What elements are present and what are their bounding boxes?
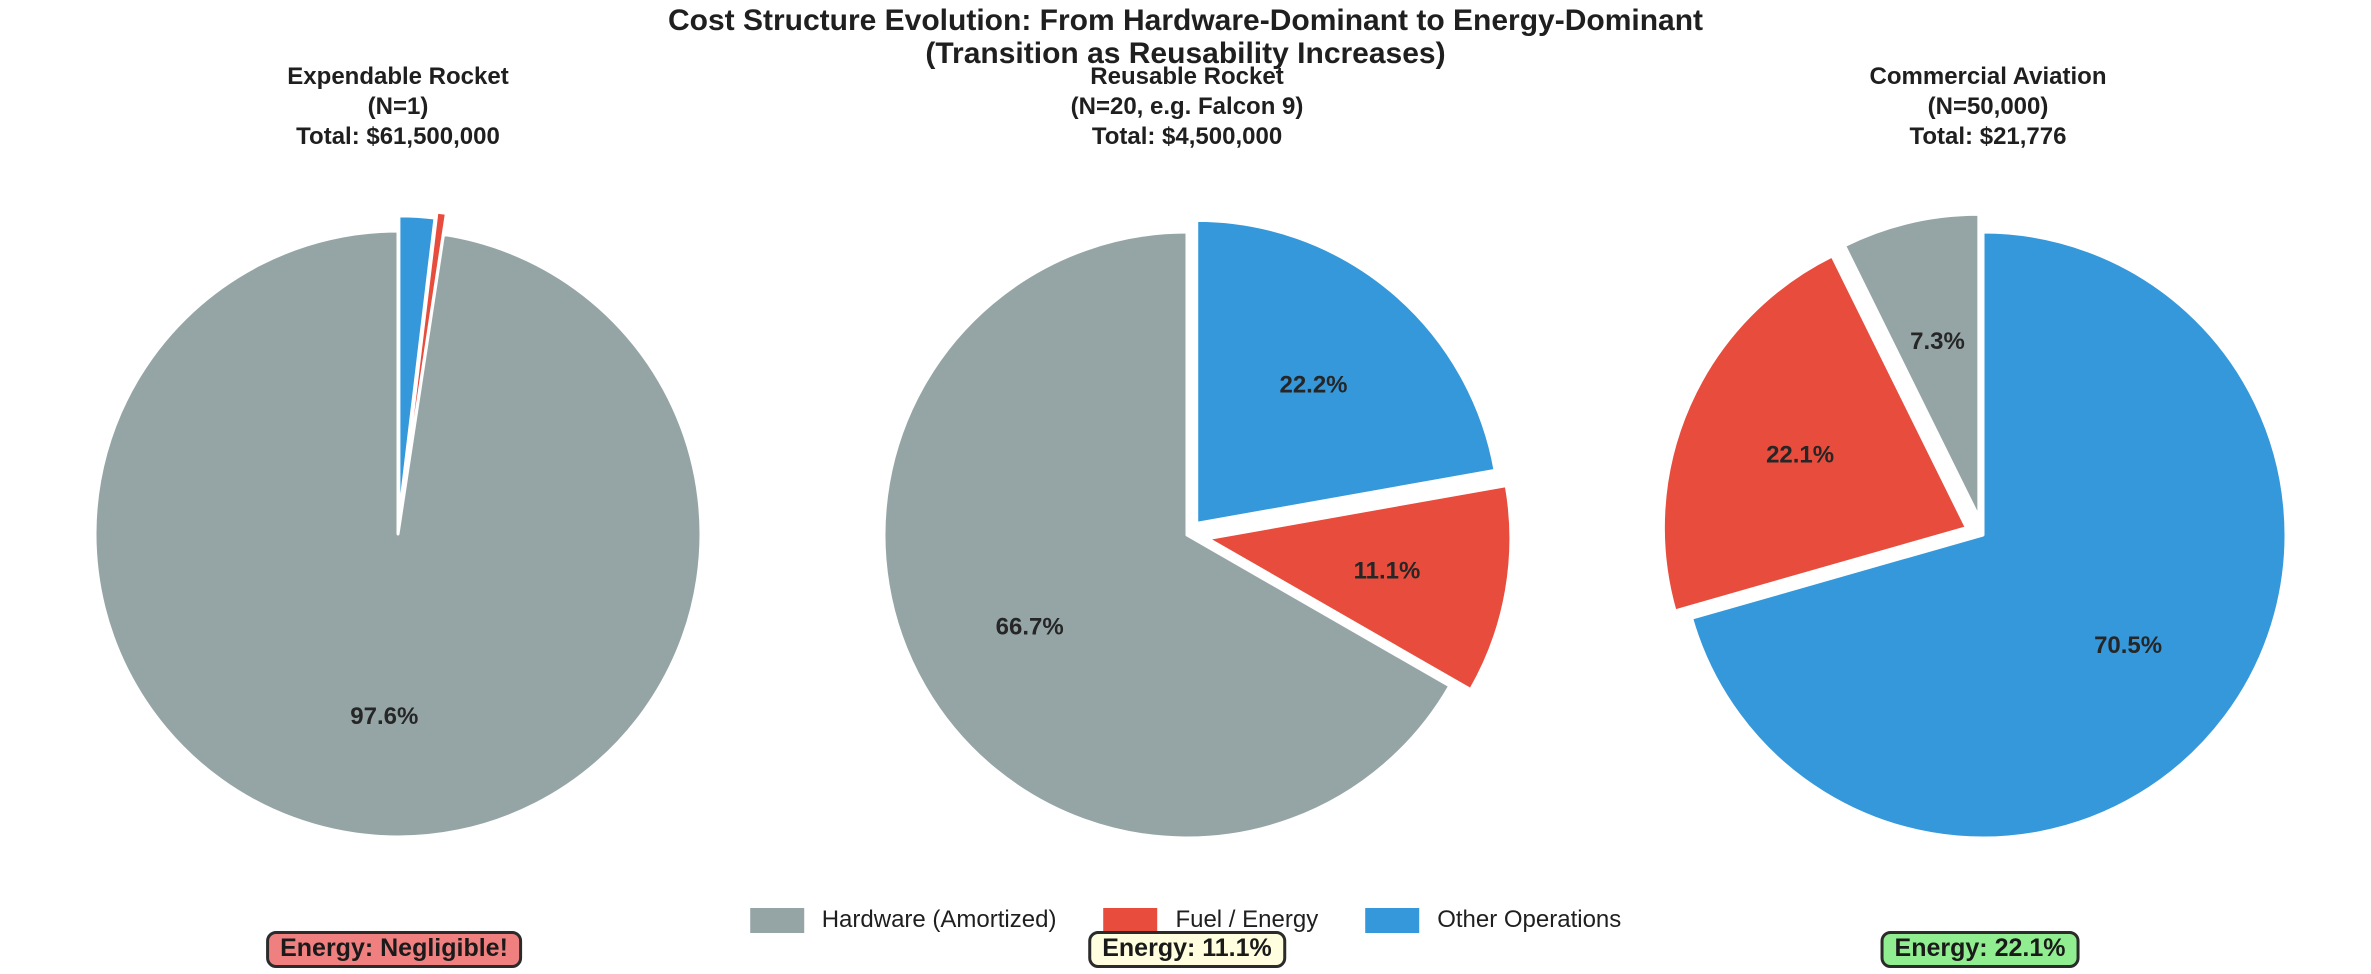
panel-title-line-2: (N=1) xyxy=(367,93,429,120)
pie-chart-expendable: 97.6% xyxy=(93,210,703,839)
panel-title-expendable: Expendable Rocket (N=1) Total: $61,500,0… xyxy=(287,62,508,152)
legend-item-fuel: Fuel / Energy xyxy=(1103,906,1318,934)
pie-slice-percent-label: 22.2% xyxy=(1279,372,1347,399)
pie-slice-hardware xyxy=(93,229,703,839)
chart-suptitle: Cost Structure Evolution: From Hardware-… xyxy=(0,4,2371,70)
pie-chart-aviation: 7.3% 22.1% 70.5% xyxy=(1661,212,2288,840)
pie-slice-hardware xyxy=(1843,212,1981,519)
pie-slice-hardware xyxy=(882,230,1452,840)
panel-title-line-3: Total: $4,500,000 xyxy=(1091,123,1283,150)
legend-item-hardware: Hardware (Amortized) xyxy=(749,906,1057,934)
panel-title-line-3: Total: $21,776 xyxy=(1909,123,2067,150)
pie-slice-percent-label: 70.5% xyxy=(2094,632,2162,659)
suptitle-line-1: Cost Structure Evolution: From Hardware-… xyxy=(667,4,1704,37)
panel-title-reusable: Reusable Rocket (N=20, e.g. Falcon 9) To… xyxy=(1071,62,1304,152)
suptitle-line-2: (Transition as Reusability Increases) xyxy=(925,37,1446,70)
legend-swatch-hardware-icon xyxy=(749,907,804,933)
panel-title-line-2: (N=20, e.g. Falcon 9) xyxy=(1070,93,1304,120)
pie-slice-percent-label: 22.1% xyxy=(1766,442,1834,469)
pie-slice-other xyxy=(1690,230,2288,840)
energy-annotation-expendable: Energy: Negligible! xyxy=(266,931,522,968)
pie-slice-fuel xyxy=(1661,254,1968,613)
pie-chart-reusable: 66.7% 11.1% 22.2% xyxy=(882,218,1513,840)
legend-label-other: Other Operations xyxy=(1437,906,1622,933)
panel-title-line-1: Reusable Rocket xyxy=(1090,63,1284,90)
pie-slice-percent-label: 11.1% xyxy=(1354,558,1421,585)
panel-title-line-1: Commercial Aviation xyxy=(1869,63,2107,90)
energy-annotation-aviation: Energy: 22.1% xyxy=(1880,931,2080,968)
pie-slice-other xyxy=(1195,218,1497,525)
legend-label-fuel: Fuel / Energy xyxy=(1175,906,1319,933)
pie-slice-percent-label: 7.3% xyxy=(1910,328,1965,355)
chart-legend: Hardware (Amortized) Fuel / Energy Other… xyxy=(749,906,1621,934)
pie-slice-percent-label: 66.7% xyxy=(996,614,1064,641)
legend-swatch-other-icon xyxy=(1365,907,1420,933)
pie-slice-percent-label: 97.6% xyxy=(350,703,418,730)
pie-slice-fuel xyxy=(399,210,448,515)
panel-title-line-2: (N=50,000) xyxy=(1927,93,2049,120)
panel-title-line-3: Total: $61,500,000 xyxy=(296,123,500,150)
energy-annotation-reusable: Energy: 11.1% xyxy=(1088,931,1286,968)
legend-label-hardware: Hardware (Amortized) xyxy=(821,906,1057,933)
panel-title-line-1: Expendable Rocket xyxy=(287,63,509,90)
pie-slice-other xyxy=(397,214,437,521)
panel-title-aviation: Commercial Aviation (N=50,000) Total: $2… xyxy=(1870,62,2107,152)
pie-slice-fuel xyxy=(1206,484,1513,692)
legend-item-other: Other Operations xyxy=(1365,906,1621,934)
legend-swatch-fuel-icon xyxy=(1103,907,1158,933)
